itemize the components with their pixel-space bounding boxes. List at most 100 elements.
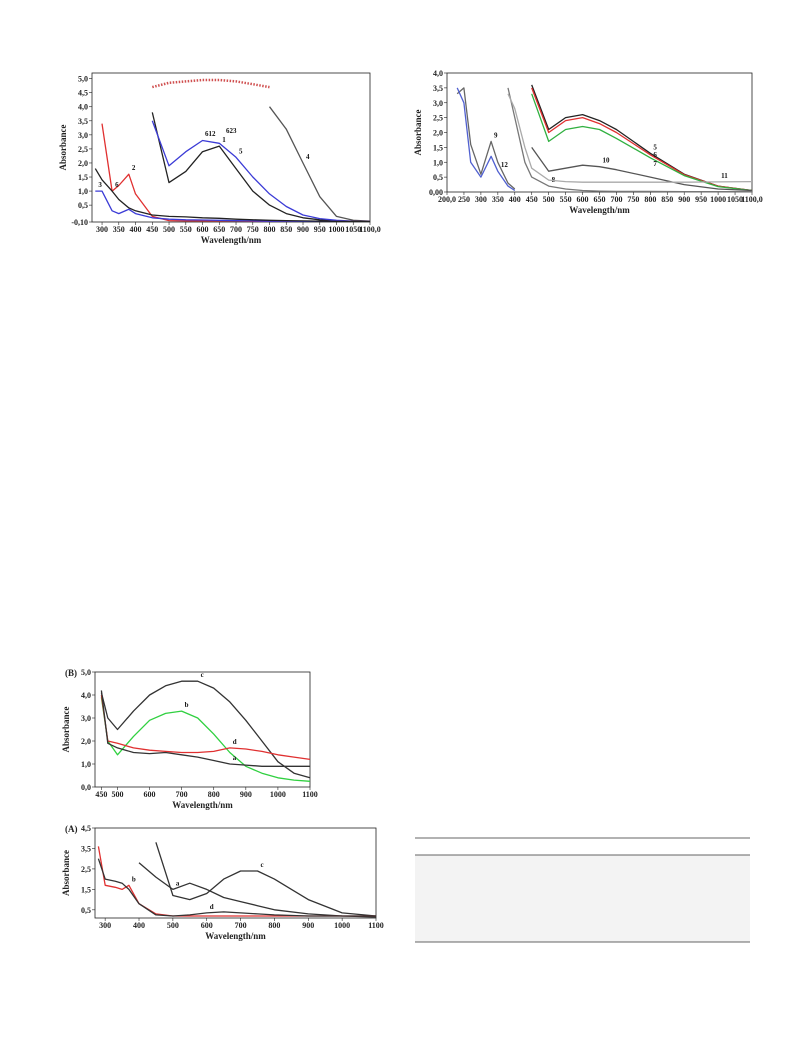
x-tick-label: 600 — [577, 195, 589, 204]
y-tick-label: 1,5 — [433, 143, 443, 152]
y-tick-label: 0,5 — [81, 906, 91, 915]
plot-frame — [94, 827, 377, 919]
y-tick-label: 2,0 — [81, 737, 91, 746]
y-axis-label: Absorbance — [61, 850, 71, 896]
curve-label: c — [201, 671, 204, 679]
y-tick-label: 3,5 — [78, 117, 88, 126]
curve-label: c — [261, 861, 264, 869]
x-tick-label: 750 — [627, 195, 639, 204]
table-body — [415, 855, 750, 942]
spectrum-line — [100, 690, 310, 767]
x-tick-label: 500 — [543, 195, 555, 204]
y-tick-label: 0,00 — [429, 188, 443, 197]
x-tick-label: 1100,0 — [359, 225, 381, 234]
x-axis-label: Wavelength/nm — [172, 800, 233, 810]
x-tick-label: 1100 — [368, 921, 384, 930]
curve-label: a — [233, 754, 237, 762]
y-axis-label: Absorbance — [58, 124, 68, 170]
x-tick-label: 450 — [95, 790, 107, 799]
x-tick-label: 550 — [180, 225, 192, 234]
annotation: 623 — [226, 127, 237, 135]
y-axis-label: Absorbance — [413, 109, 423, 155]
x-tick-label: 500 — [167, 921, 179, 930]
spectrum-line — [138, 862, 377, 918]
x-tick-label: 350 — [492, 195, 504, 204]
y-tick-label: 2,5 — [433, 114, 443, 123]
curve-label: d — [210, 903, 214, 911]
x-tick-label: 800 — [268, 921, 280, 930]
y-tick-label: 0,0 — [81, 783, 91, 792]
x-tick-label: 750 — [247, 225, 259, 234]
y-tick-label: 4,5 — [81, 824, 91, 833]
curve-label: 9 — [494, 131, 498, 139]
plot-frame — [91, 72, 371, 223]
y-tick-label: 4,5 — [78, 89, 88, 98]
x-tick-label: 500 — [111, 790, 123, 799]
x-tick-label: 700 — [235, 921, 247, 930]
curve-label: 6 — [653, 151, 657, 159]
curve-label: b — [185, 701, 189, 709]
y-tick-label: 0,5 — [78, 201, 88, 210]
y-tick-label: 0,5 — [433, 173, 443, 182]
panel-label: (A) — [65, 824, 78, 834]
y-tick-label: 4,0 — [433, 69, 443, 78]
curve-label: 10 — [603, 157, 611, 165]
y-tick-label: 1,0 — [433, 158, 443, 167]
y-tick-label: 2,5 — [81, 865, 91, 874]
curve-label: 3 — [98, 181, 102, 189]
x-tick-label: 700 — [176, 790, 188, 799]
x-tick-label: 550 — [560, 195, 572, 204]
curve-label: 5 — [239, 147, 243, 155]
y-tick-label: 3,0 — [81, 714, 91, 723]
x-tick-label: 1050 — [345, 225, 361, 234]
x-tick-label: 600 — [197, 225, 209, 234]
spectrum-line — [507, 87, 752, 193]
y-tick-label: 1,5 — [78, 173, 88, 182]
spectrum-line — [531, 93, 753, 192]
x-tick-label: 1100 — [302, 790, 318, 799]
x-tick-label: 450 — [526, 195, 538, 204]
x-tick-label: 900 — [678, 195, 690, 204]
x-tick-label: 1000 — [329, 225, 345, 234]
x-tick-label: 300 — [475, 195, 487, 204]
y-tick-label: 3,5 — [81, 844, 91, 853]
x-tick-label: 850 — [280, 225, 292, 234]
curve-label: 11 — [721, 172, 728, 180]
x-tick-label: 600 — [144, 790, 156, 799]
curve-label: 2 — [132, 164, 136, 172]
curve-label: 1 — [222, 136, 226, 144]
spectrum-line — [97, 846, 376, 917]
y-tick-label: -0,10 — [71, 218, 88, 227]
annotation: 612 — [205, 130, 216, 138]
x-tick-label: 500 — [163, 225, 175, 234]
spectrum-line — [531, 147, 753, 192]
curve-label: 6 — [115, 181, 119, 189]
spectrum-line — [456, 87, 516, 192]
x-tick-label: 900 — [302, 921, 314, 930]
y-tick-label: 3,0 — [78, 131, 88, 140]
spectrum-line — [100, 697, 311, 782]
spectrum-line — [101, 123, 370, 223]
empty-table — [415, 837, 750, 943]
y-tick-label: 4,0 — [78, 103, 88, 112]
y-tick-label: 3,0 — [433, 99, 443, 108]
x-tick-label: 800 — [644, 195, 656, 204]
x-tick-label: 1050 — [727, 195, 743, 204]
spectrum-line — [151, 120, 371, 223]
y-tick-label: 2,0 — [78, 159, 88, 168]
x-tick-label: 900 — [240, 790, 252, 799]
chart: 200,0 250 300 350 400 450 500 550 600 650 700 750 80… — [413, 69, 763, 215]
spectrum-line — [100, 680, 311, 779]
chart: 300 350 400 450 500 550 600 650 700 750 800 850 900 9… — [58, 72, 381, 245]
y-tick-label: 4,0 — [81, 691, 91, 700]
x-tick-label: 400 — [130, 225, 142, 234]
x-tick-label: 950 — [695, 195, 707, 204]
x-tick-label: 950 — [314, 225, 326, 234]
plot-frame — [94, 671, 311, 788]
x-tick-label: 1000 — [334, 921, 350, 930]
spectrum-line — [507, 93, 753, 183]
x-tick-label: 300 — [99, 921, 111, 930]
x-tick-label: 300 — [96, 225, 108, 234]
